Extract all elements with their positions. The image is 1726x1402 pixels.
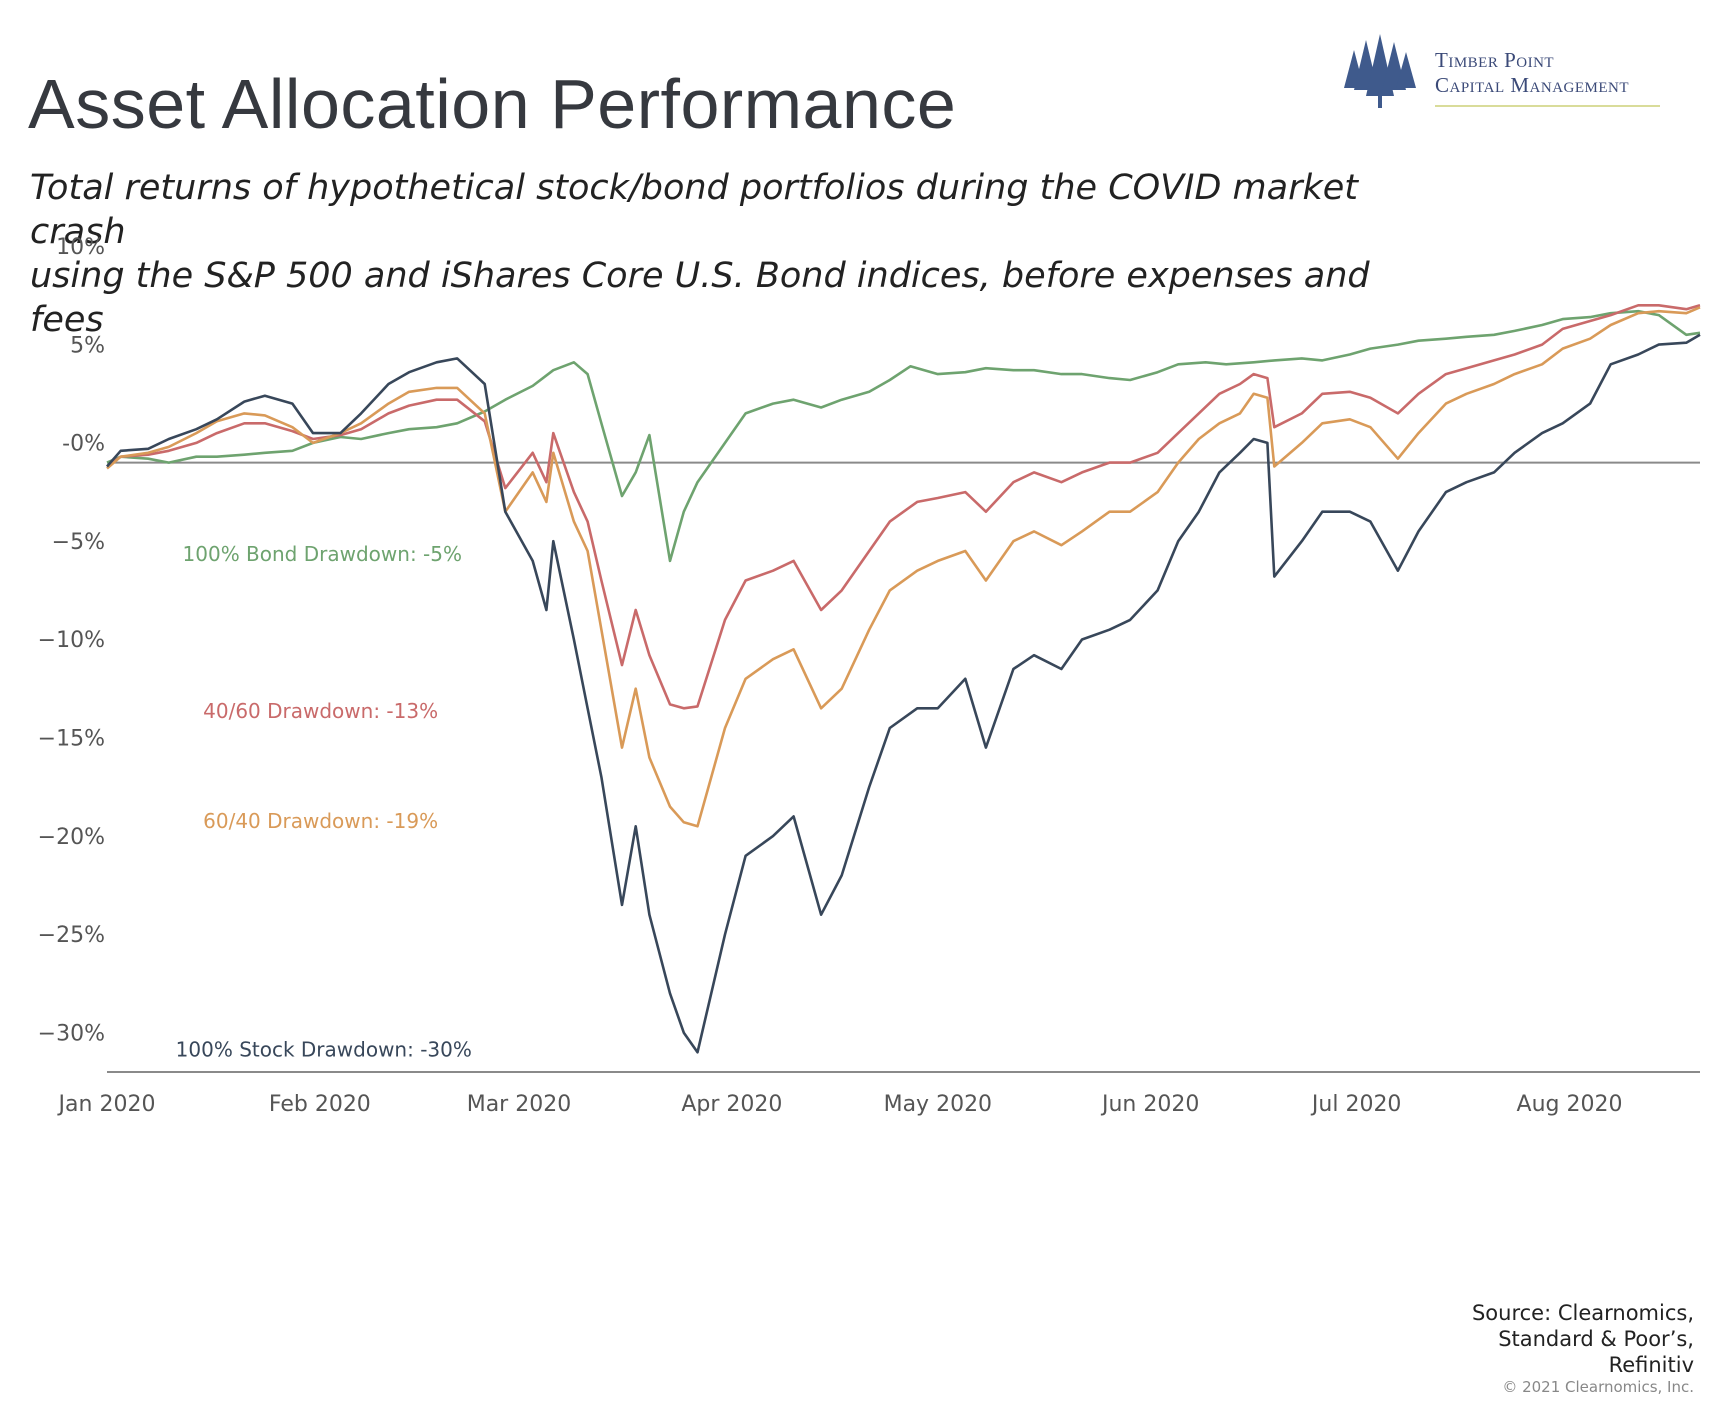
y-tick-label: −5% <box>52 530 105 555</box>
logo-line-2: Capital Management <box>1435 73 1630 97</box>
y-tick-label: −25% <box>38 923 105 948</box>
x-tick-label: Aug 2020 <box>1517 1092 1623 1117</box>
x-axis-ticks: Jan 2020 Feb 2020 Mar 2020 Apr 2020 May 2020… <box>57 1092 1623 1117</box>
logo-underline <box>1435 105 1660 107</box>
copyright: © 2021 Clearnomics, Inc. <box>1502 1378 1694 1396</box>
drawdown-annotation: 100% Stock Drawdown: -30% <box>176 1037 472 1061</box>
x-tick-label: Feb 2020 <box>269 1092 371 1117</box>
source-line-1: Source: Clearnomics, <box>1471 1301 1694 1325</box>
series-group <box>106 304 1701 1054</box>
series-line-2 <box>106 304 1701 710</box>
series-line-3 <box>106 306 1701 828</box>
subtitle-line-1: Total returns of hypothetical stock/bond… <box>30 168 1358 252</box>
pine-trees-icon <box>1344 34 1416 108</box>
subtitle-line-2: using the S&P 500 and iShares Core U.S. … <box>30 256 1370 340</box>
x-tick-label: May 2020 <box>884 1092 992 1117</box>
x-tick-label: Mar 2020 <box>467 1092 572 1117</box>
y-tick-label: -0% <box>62 432 105 457</box>
x-tick-label: Jun 2020 <box>1100 1092 1199 1117</box>
y-tick-label: −15% <box>38 726 105 751</box>
source-line-3: Refinitiv <box>1608 1353 1694 1377</box>
annotations: 100% Bond Drawdown: -5% 40/60 Drawdown: -… <box>176 542 472 1061</box>
company-logo: Timber Point Capital Management <box>1340 28 1670 113</box>
page-title: Asset Allocation Performance <box>28 65 957 143</box>
page-subtitle: Total returns of hypothetical stock/bond… <box>30 166 1430 342</box>
drawdown-annotation: 60/40 Drawdown: -19% <box>203 809 438 833</box>
x-tick-label: Jan 2020 <box>57 1092 156 1117</box>
y-tick-label: −20% <box>38 825 105 850</box>
series-line-4 <box>106 333 1701 1054</box>
y-axis-ticks: 10% 5% -0% −5% −10% −15% −20% −25% −30% <box>38 235 105 1046</box>
y-tick-label: −30% <box>38 1021 105 1046</box>
logo-line-1: Timber Point <box>1435 48 1555 72</box>
source-note: Source: Clearnomics, Standard & Poor’s, … <box>1472 1300 1694 1378</box>
y-tick-label: −10% <box>38 628 105 653</box>
logo-text: Timber Point Capital Management <box>1435 48 1629 98</box>
source-line-2: Standard & Poor’s, <box>1498 1327 1694 1351</box>
y-tick-label: 10% <box>56 235 105 260</box>
x-tick-label: Apr 2020 <box>681 1092 782 1117</box>
series-line-1 <box>106 309 1701 563</box>
y-tick-label: 5% <box>70 333 105 358</box>
drawdown-annotation: 40/60 Drawdown: -13% <box>203 699 438 723</box>
x-tick-label: Jul 2020 <box>1310 1092 1402 1117</box>
drawdown-annotation: 100% Bond Drawdown: -5% <box>183 542 462 566</box>
